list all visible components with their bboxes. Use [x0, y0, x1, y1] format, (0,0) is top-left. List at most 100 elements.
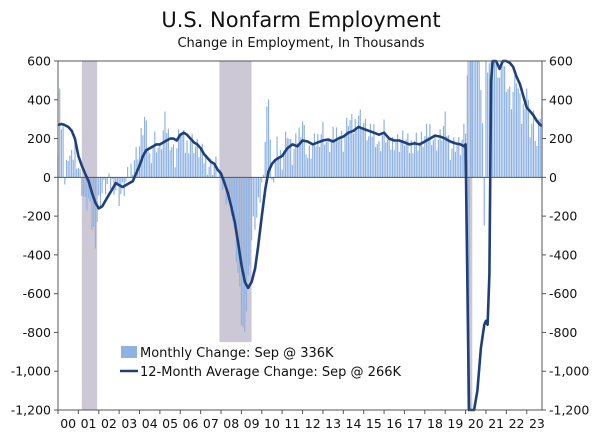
monthly-bar	[468, 177, 470, 410]
monthly-bar	[188, 153, 190, 178]
monthly-bar	[539, 118, 541, 178]
monthly-bar	[332, 126, 334, 178]
x-tick-label: 19	[447, 416, 463, 431]
monthly-bar	[507, 89, 509, 178]
monthly-bar	[386, 139, 389, 178]
x-tick-label: 21	[488, 416, 504, 431]
monthly-bar	[262, 174, 265, 178]
monthly-bar	[213, 165, 215, 178]
y-tick-label-left: -1,000	[11, 364, 51, 379]
monthly-bar	[400, 141, 402, 178]
monthly-bar	[422, 146, 424, 178]
monthly-bar	[108, 173, 110, 178]
x-tick-label: 06	[183, 416, 199, 431]
y-tick-label-left: 400	[27, 92, 51, 107]
legend-bar-swatch	[121, 346, 137, 358]
x-axis: 00 01 02 03 04 05 06 07 08 09 10 11 12 13 14 15 16 17 18 19…	[57, 410, 545, 431]
x-tick-label: 05	[162, 416, 178, 431]
monthly-bar	[402, 130, 404, 178]
monthly-bar	[493, 61, 496, 178]
x-tick-label: 23	[529, 416, 545, 431]
y-tick-label-right: 0	[549, 170, 557, 185]
monthly-bar	[222, 177, 224, 190]
monthly-bar	[502, 66, 504, 178]
monthly-bar	[261, 177, 263, 183]
monthly-bar	[363, 123, 365, 178]
monthly-bar	[65, 159, 68, 178]
monthly-bar	[132, 174, 134, 178]
monthly-bar	[373, 124, 375, 178]
x-tick-label: 16	[386, 416, 402, 431]
monthly-bar	[487, 72, 489, 178]
monthly-bar	[485, 61, 487, 178]
monthly-bar	[193, 153, 195, 178]
x-tick-label: 08	[223, 416, 239, 431]
y-tick-label-right: -1,200	[549, 403, 589, 418]
monthly-bar	[133, 160, 136, 178]
monthly-bar	[407, 133, 409, 178]
monthly-bar	[194, 146, 197, 178]
monthly-bar	[281, 169, 283, 178]
monthly-bar	[354, 119, 356, 178]
monthly-bar	[81, 177, 83, 196]
monthly-bar	[147, 149, 149, 178]
monthly-bar	[67, 161, 69, 178]
y-tick-label-left: 0	[43, 170, 51, 185]
x-tick-label: 20	[468, 416, 484, 431]
monthly-bar	[330, 139, 333, 178]
monthly-bar	[334, 139, 336, 178]
monthly-bar	[514, 74, 516, 178]
monthly-bar	[208, 166, 210, 178]
monthly-bar	[69, 155, 71, 178]
monthly-bar	[415, 132, 417, 178]
legend: Monthly Change: Sep @ 336K 12-Month Aver…	[120, 346, 401, 380]
monthly-bar	[181, 132, 183, 178]
monthly-bar	[196, 138, 198, 178]
monthly-bar	[322, 121, 324, 178]
y-tick-label-left: -200	[23, 209, 51, 224]
monthly-bar	[408, 152, 411, 178]
monthly-bar	[160, 149, 163, 178]
monthly-bar	[414, 140, 416, 178]
monthly-bar	[509, 86, 511, 178]
monthly-bar	[504, 66, 506, 178]
monthly-bar	[186, 140, 188, 178]
legend-monthly-change: Monthly Change: Sep @ 336K	[140, 346, 334, 361]
monthly-bar	[167, 128, 169, 178]
monthly-bar	[103, 177, 105, 180]
monthly-bar	[473, 61, 475, 178]
x-tick-label: 18	[427, 416, 443, 431]
monthly-bar	[451, 148, 453, 178]
monthly-bar	[303, 125, 305, 178]
monthly-bar	[398, 151, 400, 178]
monthly-bar	[307, 157, 309, 178]
monthly-bar	[341, 130, 343, 178]
x-tick-label: 14	[346, 416, 362, 431]
y-axis-right: 600 400 200 0 -200 -400 -600 -800 -1,000 -1,200	[542, 54, 589, 418]
y-tick-label-right: -800	[549, 325, 577, 340]
monthly-bar	[86, 177, 88, 211]
monthly-bar	[234, 177, 236, 226]
monthly-bar	[529, 137, 531, 178]
monthly-bar	[101, 177, 103, 194]
monthly-bar	[481, 123, 484, 178]
monthly-bar	[79, 169, 81, 178]
monthly-bar	[301, 121, 304, 178]
monthly-bar	[505, 92, 507, 178]
monthly-bar	[157, 147, 159, 178]
monthly-bar	[267, 99, 270, 178]
monthly-bar	[62, 126, 64, 178]
monthly-bar	[184, 152, 186, 178]
chart-subtitle: Change in Employment, In Thousands	[177, 36, 425, 51]
monthly-bar	[104, 177, 107, 195]
monthly-bar	[96, 177, 98, 222]
y-tick-label-left: -600	[23, 286, 51, 301]
monthly-bar	[210, 158, 212, 178]
monthly-bar	[461, 139, 463, 178]
monthly-bar	[419, 142, 421, 178]
monthly-bar	[425, 123, 428, 178]
plot-frame	[57, 60, 543, 411]
monthly-bar	[295, 133, 297, 178]
x-tick-label: 17	[407, 416, 423, 431]
